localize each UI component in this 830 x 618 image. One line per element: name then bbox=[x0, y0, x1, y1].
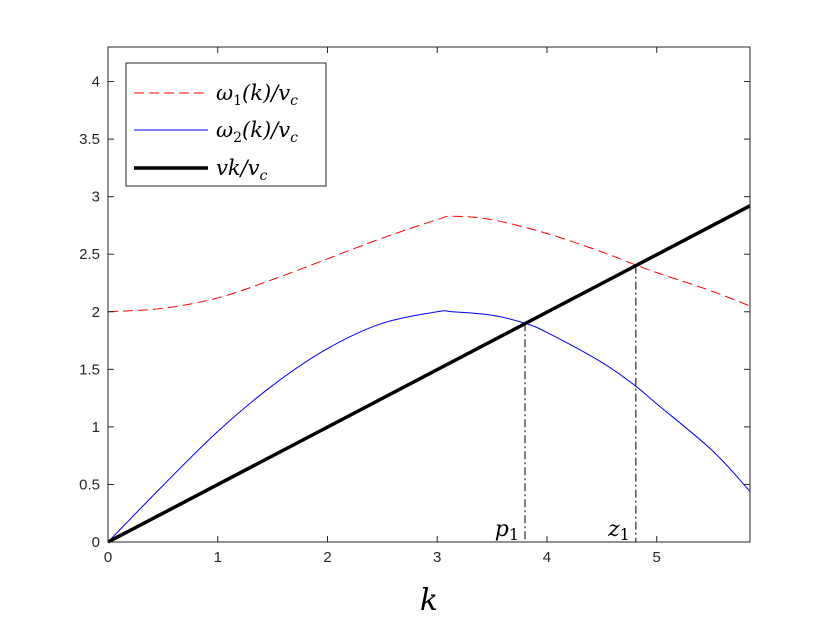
y-tick-label-1: 0.5 bbox=[79, 476, 100, 493]
y-tick-label-2: 1 bbox=[92, 419, 100, 436]
y-tick-label-7: 3.5 bbox=[79, 131, 100, 148]
legend-label-2: vk/vc bbox=[216, 156, 268, 184]
x-tick-label-0: 0 bbox=[104, 549, 112, 566]
y-tick-label-5: 2.5 bbox=[79, 246, 100, 263]
legend-label-1: ω2(k)/vc bbox=[216, 118, 298, 146]
x-tick-label-1: 1 bbox=[214, 549, 222, 566]
omega1-series-line bbox=[107, 215, 751, 313]
x-axis-label: k bbox=[420, 583, 438, 618]
x-tick-label-5: 5 bbox=[653, 549, 661, 566]
legend-label-0: ω1(k)/vc bbox=[216, 81, 298, 109]
x-tick-label-4: 4 bbox=[543, 549, 551, 566]
omega2-series-line bbox=[107, 310, 751, 543]
annotations: p1 z1 bbox=[495, 265, 637, 544]
axis-ticks: 0 1 2 3 4 5 0 0.5 1 1.5 2 2.5 3 3.5 4 bbox=[79, 47, 750, 566]
x-tick-label-2: 2 bbox=[323, 549, 331, 566]
legend-box bbox=[125, 62, 327, 187]
annotation-label-p: p1 bbox=[495, 517, 519, 544]
vk-series-line bbox=[107, 204, 751, 544]
y-tick-label-8: 4 bbox=[92, 74, 100, 91]
series-lines bbox=[107, 204, 751, 544]
axes-box bbox=[107, 46, 751, 543]
y-tick-label-4: 2 bbox=[92, 304, 100, 321]
legend: ω1(k)/vc ω2(k)/vc vk/vc bbox=[125, 62, 327, 187]
annotation-label-z: z1 bbox=[607, 517, 630, 544]
y-tick-label-0: 0 bbox=[92, 534, 100, 551]
x-tick-label-3: 3 bbox=[433, 549, 441, 566]
y-tick-label-3: 1.5 bbox=[79, 361, 100, 378]
y-tick-label-6: 3 bbox=[92, 189, 100, 206]
